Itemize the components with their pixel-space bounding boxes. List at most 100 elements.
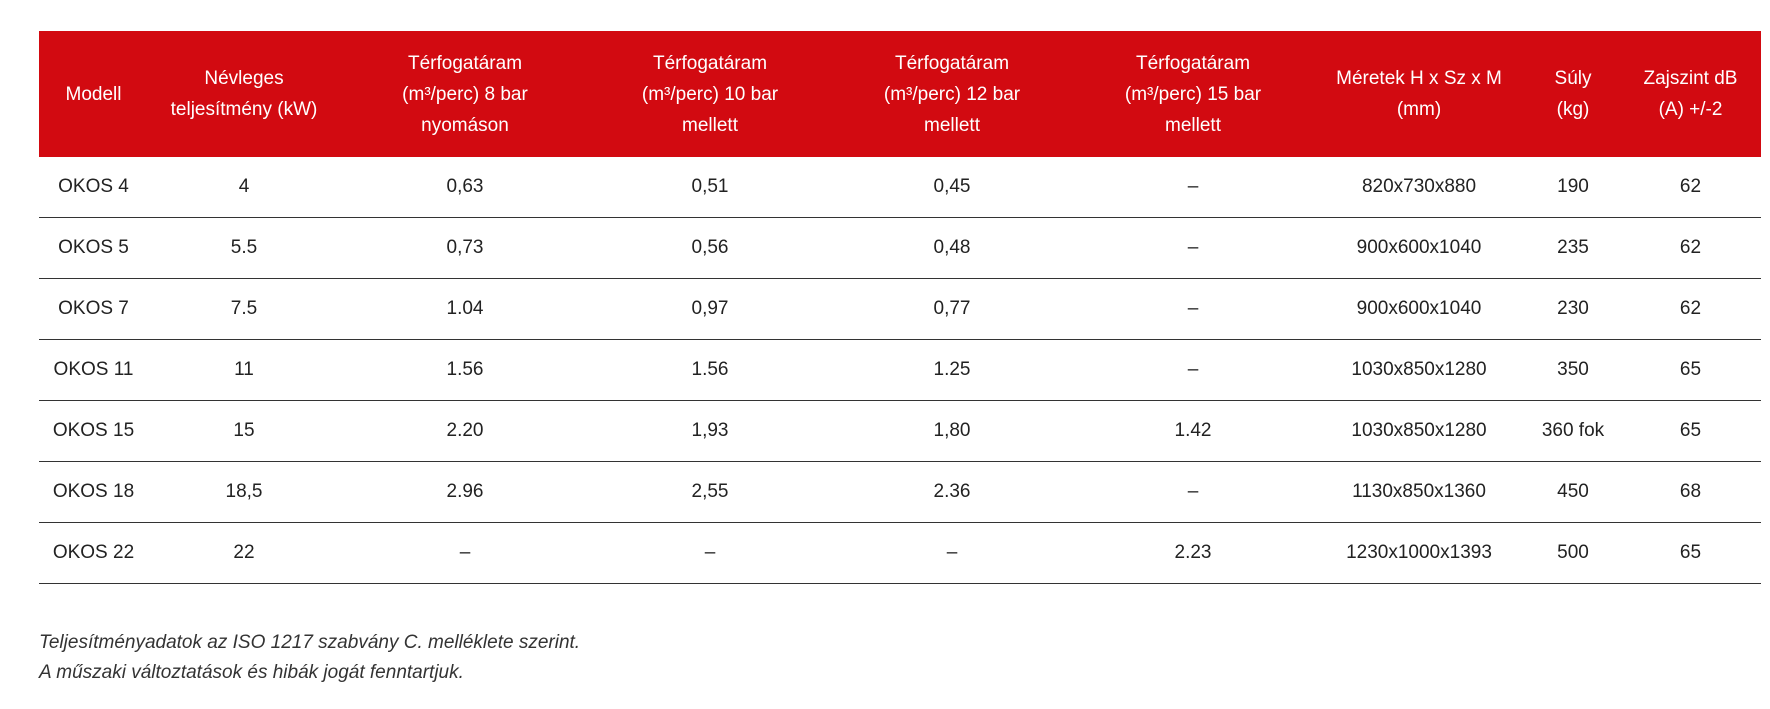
table-cell: 820x730x880 [1312, 157, 1526, 218]
table-cell: 65 [1620, 339, 1761, 401]
table-cell: OKOS 7 [39, 278, 148, 340]
table-cell: – [1074, 461, 1312, 523]
header-text: (A) +/-2 [1658, 99, 1723, 120]
table-cell: 22 [148, 522, 340, 584]
table-cell: 0,63 [340, 157, 590, 218]
table-body: OKOS 4 4 0,63 0,51 0,45–820x730x880 190 62 OKOS… [39, 157, 1761, 584]
table-cell: – [590, 522, 830, 584]
footer-line: Teljesítményadatok az ISO 1217 szabvány … [39, 632, 581, 653]
table-cell: – [1074, 339, 1312, 401]
table-cell: – [1074, 217, 1312, 279]
table-cell: 360 fok [1526, 400, 1620, 462]
header-text: Névleges [204, 68, 284, 89]
table-cell: 500 [1526, 522, 1620, 584]
table-cell: 235 [1526, 217, 1620, 279]
table-cell: 0,56 [590, 217, 830, 279]
table-cell: 1,93 [590, 400, 830, 462]
table-cell: 4 [148, 157, 340, 218]
table-cell: 900x600x1040 [1312, 278, 1526, 340]
table-row: OKOS 4 4 0,63 0,51 0,45–820x730x880 190 62 [39, 157, 1761, 218]
table-row: OKOS 5 5.5 0,73 0,56 0,48–900x600x1040 235 62 [39, 217, 1761, 279]
table-cell: OKOS 5 [39, 217, 148, 279]
table-cell: – [340, 522, 590, 584]
header-cell: Térfogatáram (m³/perc) 12 bar mellett [830, 31, 1074, 157]
table-cell: 15 [148, 400, 340, 462]
table-cell: 68 [1620, 461, 1761, 523]
table-cell: 0,48 [830, 217, 1074, 279]
table-row: OKOS 18 18,5 2.96 2,55 2.36–1130x850x1360 450… [39, 461, 1761, 523]
table-cell: 0,73 [340, 217, 590, 279]
table-cell: 18,5 [148, 461, 340, 523]
header-text: mellett [682, 114, 738, 136]
table-cell: 350 [1526, 339, 1620, 401]
table-cell: 2,55 [590, 461, 830, 523]
table-cell: 0,97 [590, 278, 830, 340]
header-cell: Térfogatáram (m³/perc) 10 bar mellett [590, 31, 830, 157]
table-cell: 1130x850x1360 [1312, 461, 1526, 523]
header-text: (mm) [1396, 99, 1442, 120]
table-cell: 2.20 [340, 400, 590, 462]
table-cell: 1030x850x1280 [1312, 400, 1526, 462]
table-cell: 1.25 [830, 339, 1074, 401]
header-text: Súly [1554, 68, 1592, 89]
table-cell: 2.36 [830, 461, 1074, 523]
header-text: (m³/perc) 12 bar [883, 83, 1021, 105]
header-text: Modell [65, 83, 122, 105]
header-text: Térfogatáram [894, 52, 1010, 74]
header-text: Térfogatáram [1135, 52, 1251, 74]
table-cell: 1,80 [830, 400, 1074, 462]
table-cell: 0,45 [830, 157, 1074, 218]
table-cell: 1.04 [340, 278, 590, 340]
table-row: OKOS 7 7.5 1.04 0,97 0,77–900x600x1040 230 62 [39, 278, 1761, 340]
table-row: OKOS 11 11 1.56 1.56 1.25–1030x850x1280 350 65 [39, 339, 1761, 401]
table-cell: – [1074, 278, 1312, 340]
header-text: mellett [924, 114, 980, 136]
header-text: (m³/perc) 15 bar [1124, 83, 1262, 105]
header-text: (m³/perc) 10 bar [641, 83, 779, 105]
table-cell: 5.5 [148, 217, 340, 279]
table-cell: 11 [148, 339, 340, 401]
footer-notes: Teljesítményadatok az ISO 1217 szabvány … [39, 628, 580, 688]
header-cell: Névleges teljesítmény (kW) [148, 31, 340, 157]
header-text: Térfogatáram [652, 52, 768, 74]
header-row: Modell Névleges teljesítmény (kW) Térfogatá… [39, 31, 1761, 157]
table-cell: 1030x850x1280 [1312, 339, 1526, 401]
spec-table: Modell Névleges teljesítmény (kW) Térfogatá… [39, 31, 1761, 584]
table-cell: 2.23 [1074, 522, 1312, 584]
table-cell: 65 [1620, 400, 1761, 462]
header-cell: Térfogatáram (m³/perc) 15 bar mellett [1074, 31, 1312, 157]
table-cell: 450 [1526, 461, 1620, 523]
header-cell: Modell [39, 31, 148, 157]
header-text: Méretek H x Sz x M [1336, 68, 1502, 89]
header-text: nyomáson [421, 114, 509, 136]
footer-line: A műszaki változtatások és hibák jogát f… [39, 662, 464, 683]
table-cell: OKOS 18 [39, 461, 148, 523]
header-cell: Méretek H x Sz x M (mm) [1312, 31, 1526, 157]
table-cell: 1.56 [590, 339, 830, 401]
table-cell: 62 [1620, 157, 1761, 218]
table-row: OKOS 22 22– – –2.23 1230x1000x1393 500 65 [39, 522, 1761, 584]
table-cell: – [1074, 157, 1312, 218]
table-cell: OKOS 15 [39, 400, 148, 462]
table-cell: 190 [1526, 157, 1620, 218]
table-cell: 62 [1620, 217, 1761, 279]
table-cell: 0,51 [590, 157, 830, 218]
header-text: Zajszint dB [1643, 68, 1738, 89]
table-cell: 900x600x1040 [1312, 217, 1526, 279]
table-cell: 1.56 [340, 339, 590, 401]
table-cell: 62 [1620, 278, 1761, 340]
table-cell: OKOS 4 [39, 157, 148, 218]
table-cell: OKOS 22 [39, 522, 148, 584]
table-cell: 7.5 [148, 278, 340, 340]
header-cell: Zajszint dB (A) +/-2 [1620, 31, 1761, 157]
table-cell: 0,77 [830, 278, 1074, 340]
header-cell: Térfogatáram (m³/perc) 8 bar nyomáson [340, 31, 590, 157]
table-cell: 65 [1620, 522, 1761, 584]
header-text: (kg) [1556, 99, 1590, 120]
header-text: (m³/perc) 8 bar [402, 83, 528, 105]
header-cell: Súly (kg) [1526, 31, 1620, 157]
table-cell: – [830, 522, 1074, 584]
table-cell: 1.42 [1074, 400, 1312, 462]
header-text: mellett [1165, 114, 1221, 136]
